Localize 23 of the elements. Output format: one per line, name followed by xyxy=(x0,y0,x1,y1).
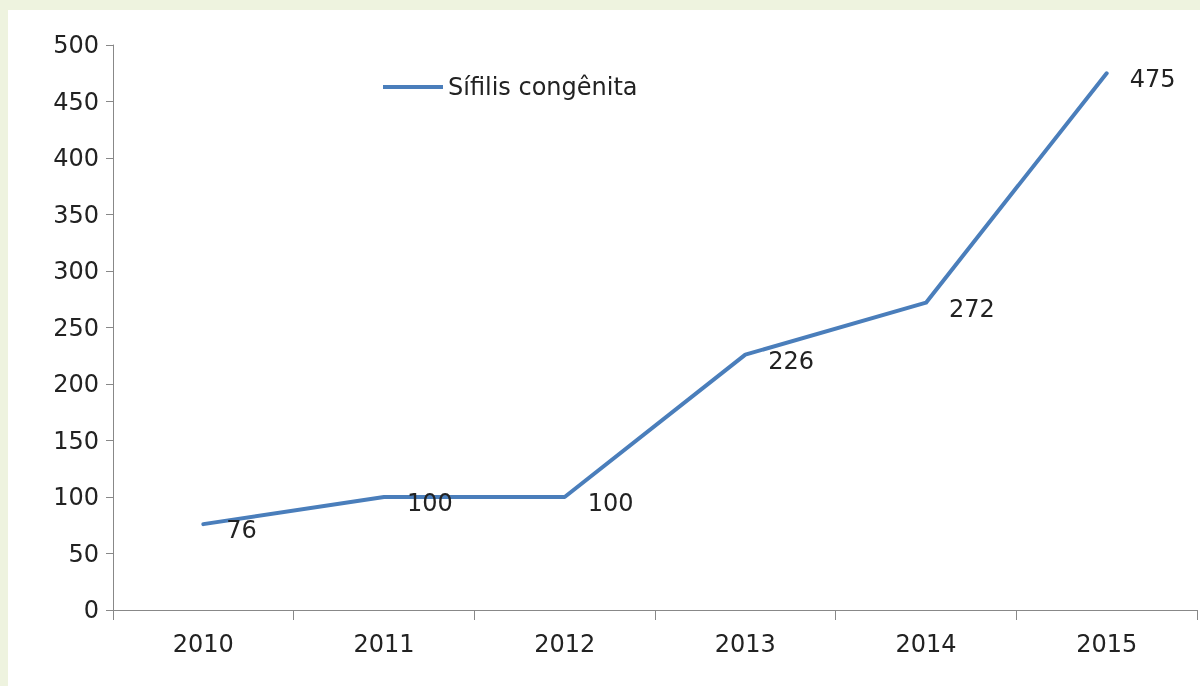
x-tick-label: 2012 xyxy=(534,630,596,658)
y-tick-label: 400 xyxy=(53,144,99,172)
x-tick-label: 2010 xyxy=(172,630,234,658)
y-tick-label: 350 xyxy=(53,200,99,229)
data-label: 272 xyxy=(949,294,995,323)
data-label: 76 xyxy=(226,516,257,545)
x-tick-label: 2015 xyxy=(1076,630,1138,658)
data-label: 226 xyxy=(768,346,815,375)
y-tick-label: 150 xyxy=(53,426,99,455)
data-label: 100 xyxy=(587,489,634,517)
y-tick-label: 250 xyxy=(53,313,99,342)
x-tick-label: 2011 xyxy=(353,630,415,658)
x-tick-label: 2013 xyxy=(714,630,776,658)
y-tick-label: 0 xyxy=(83,596,99,624)
y-tick-label: 450 xyxy=(53,87,99,116)
y-tick-label: 200 xyxy=(53,370,99,398)
legend-label: Sífilis congênita xyxy=(448,73,638,101)
y-tick-label: 500 xyxy=(53,31,99,59)
x-tick-label: 2014 xyxy=(895,630,957,658)
y-tick-label: 300 xyxy=(53,257,99,285)
y-tick-label: 50 xyxy=(68,539,99,568)
y-tick-label: 100 xyxy=(53,483,99,511)
data-label: 475 xyxy=(1129,65,1176,94)
